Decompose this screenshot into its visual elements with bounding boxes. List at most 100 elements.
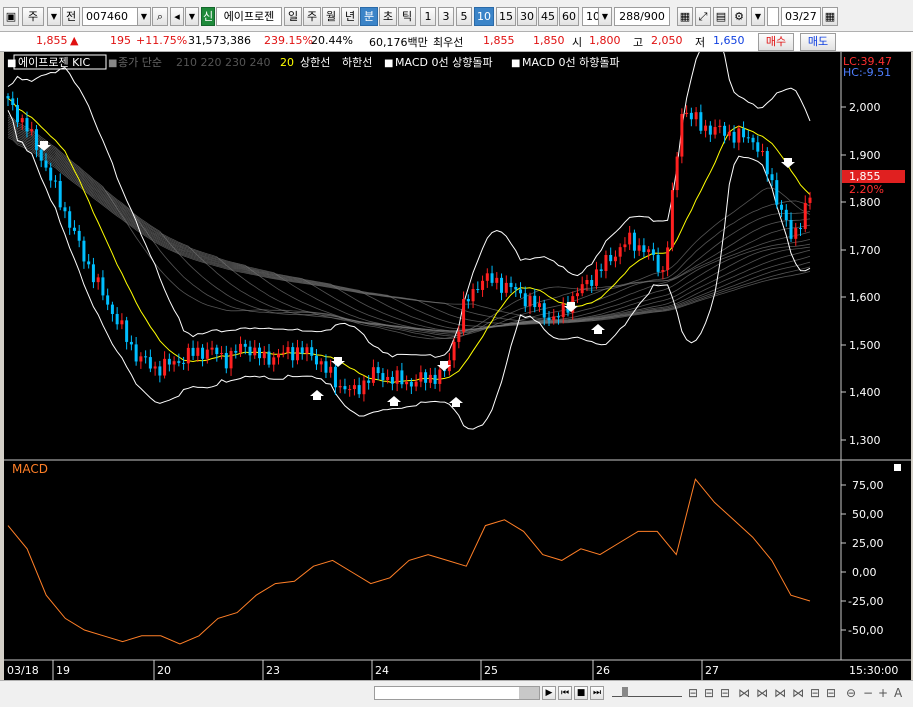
interval-dropdown-icon[interactable]: ▼ [598,7,612,26]
pane-close-icon[interactable] [894,464,901,471]
reset-icon[interactable]: ⊖ [846,686,857,700]
interval-1[interactable]: 1 [420,7,436,26]
ma-fan-line [7,126,811,332]
period-week-label: 주 [306,10,318,23]
interval-15-label: 15 [499,10,513,23]
font-size-icon[interactable]: A [894,686,903,700]
zoom-out-icon[interactable]: − [863,686,874,700]
type-select[interactable]: 주 [22,7,44,26]
period-tick[interactable]: 틱 [398,7,416,26]
period-second[interactable]: 초 [379,7,397,26]
candle-body [424,372,428,383]
layout-icon[interactable]: ▣ [3,7,19,26]
scrollbar-thumb[interactable] [519,687,539,699]
interval-15[interactable]: 15 [496,7,516,26]
interval-45[interactable]: 45 [538,7,558,26]
period-year[interactable]: 년 [341,7,359,26]
period-month[interactable]: 월 [322,7,340,26]
stock-code-value: 007460 [86,10,128,23]
current-pct-label: 2.20% [849,183,884,196]
zoom-icon[interactable]: ⤢ [695,7,711,26]
tool-icon-3[interactable]: ⊟ [720,686,731,700]
zoom-slider[interactable] [612,687,682,697]
tool-icon-7[interactable]: ⋈ [792,686,804,700]
tool-icon-9[interactable]: ⊟ [826,686,837,700]
trade-amount: 60,176백만 [369,36,428,49]
zoom-slider-handle[interactable] [622,687,628,697]
ma-fan-line [7,137,811,322]
period-minute[interactable]: 분 [360,7,378,26]
chart-area[interactable]: ■ 에이프로젠 KIC ■ 종가 단순 210 220 230 240 20 상… [4,52,911,680]
candle-body [11,98,15,105]
sell-signal-arrow [331,357,345,367]
code-dropdown-icon[interactable]: ▼ [137,7,151,26]
candle-body [590,279,594,286]
save-icon[interactable]: ▤ [713,7,729,26]
candle-body [6,96,10,99]
interval-3[interactable]: 3 [438,7,454,26]
zoom-in-icon[interactable]: + [878,686,889,700]
candle-body [295,347,299,361]
news-badge[interactable]: 신 [201,7,215,26]
tool-icon-4[interactable]: ⋈ [738,686,750,700]
macd-series-line [7,478,811,645]
legend-name-box[interactable] [13,54,107,70]
market-select[interactable]: 전 [62,7,80,26]
sell-button[interactable]: 매도 [800,33,836,51]
candle-body [632,232,636,251]
candle-body [333,366,337,388]
settings-icon[interactable]: ⚙ [731,7,747,26]
candle-body [661,269,665,272]
candle-body [53,180,57,182]
stock-code-input[interactable]: 007460 [82,7,138,26]
stop-icon[interactable]: ■ [574,686,588,700]
legend-stock-name: 에이프로젠 KIC [18,56,91,69]
candle-body [125,320,129,342]
count-field[interactable]: 288/900 [614,7,670,26]
candle-body [234,350,238,353]
interval-30[interactable]: 30 [517,7,537,26]
candle-body [381,373,385,381]
candle-body [319,361,323,365]
scroll-right-icon[interactable]: ▶ [542,686,556,700]
scroll-start-icon[interactable]: ⏮ [558,686,572,700]
tool-icon-6[interactable]: ⋈ [774,686,786,700]
high-label: 고 [633,36,644,49]
legend-ma-periods: 210 220 230 240 [176,56,270,69]
candle-body [281,352,285,354]
legend-ma20: 20 [280,56,294,69]
buy-button[interactable]: 매수 [758,33,794,51]
candle-body [656,254,660,272]
sell-signal-arrow [37,141,51,151]
candle-body [129,341,133,345]
scroll-end-icon[interactable]: ⏭ [590,686,604,700]
interval-5[interactable]: 5 [456,7,472,26]
speaker-icon[interactable]: ◂ [170,7,184,26]
candle-body [585,279,589,285]
toolbar-dropdown-icon[interactable]: ▼ [751,7,765,26]
date-checkbox[interactable] [767,7,779,26]
type-dropdown-icon[interactable]: ▼ [47,7,61,26]
period-week[interactable]: 주 [303,7,321,26]
tool-icon-2[interactable]: ⊟ [704,686,715,700]
tool-icon-8[interactable]: ⊟ [810,686,821,700]
period-day[interactable]: 일 [284,7,302,26]
grid-icon[interactable]: ▦ [677,7,693,26]
speaker-dropdown-icon[interactable]: ▼ [185,7,199,26]
tool-icon-1[interactable]: ⊟ [688,686,699,700]
candle-body [723,125,727,136]
horizontal-scrollbar[interactable] [374,686,540,700]
date-input[interactable]: 03/27 [781,7,821,26]
date-label: 20 [157,664,171,677]
change-up-icon: ▲ [70,34,79,47]
interval-60[interactable]: 60 [559,7,579,26]
candle-body [182,362,186,364]
tool-icon-5[interactable]: ⋈ [756,686,768,700]
candle-body [680,113,684,157]
candle-body [542,303,546,318]
candle-body [808,197,812,203]
interval-10[interactable]: 10 [474,7,494,26]
candle-body [400,370,404,385]
calendar-icon[interactable]: ▦ [822,7,838,26]
search-icon[interactable]: ⌕ [152,7,168,26]
